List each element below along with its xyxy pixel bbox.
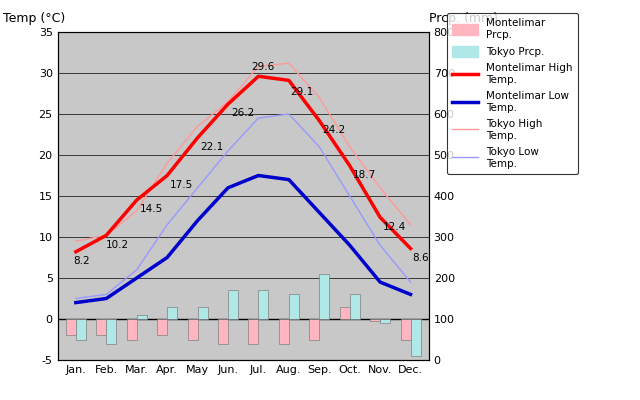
Bar xyxy=(188,319,198,340)
Bar xyxy=(319,274,330,319)
Bar xyxy=(279,319,289,344)
Bar xyxy=(96,319,106,335)
Bar xyxy=(259,290,268,319)
Bar xyxy=(106,319,116,344)
Text: 18.7: 18.7 xyxy=(353,170,376,180)
Text: 8.2: 8.2 xyxy=(73,256,90,266)
Bar xyxy=(410,319,420,356)
Bar xyxy=(137,315,147,319)
Bar xyxy=(66,319,76,335)
Bar xyxy=(198,307,207,319)
Text: 26.2: 26.2 xyxy=(231,108,254,118)
Bar xyxy=(370,319,380,322)
Bar xyxy=(380,319,390,323)
Text: 12.4: 12.4 xyxy=(383,222,406,232)
Bar xyxy=(309,319,319,340)
Text: 24.2: 24.2 xyxy=(323,125,346,135)
Text: 8.6: 8.6 xyxy=(412,253,429,263)
Bar xyxy=(218,319,228,344)
Text: Prcp. (mm): Prcp. (mm) xyxy=(429,12,498,25)
Text: 29.6: 29.6 xyxy=(251,62,274,72)
Text: 14.5: 14.5 xyxy=(140,204,163,214)
Bar xyxy=(340,307,349,319)
Bar xyxy=(401,319,410,340)
Bar xyxy=(349,294,360,319)
Text: 17.5: 17.5 xyxy=(170,180,193,190)
Bar xyxy=(289,294,299,319)
Legend: Montelimar
Prcp., Tokyo Prcp., Montelimar High
Temp., Montelimar Low
Temp., Toky: Montelimar Prcp., Tokyo Prcp., Montelima… xyxy=(447,13,578,174)
Text: Temp (°C): Temp (°C) xyxy=(3,12,65,25)
Bar xyxy=(157,319,167,335)
Bar xyxy=(248,319,259,344)
Bar xyxy=(127,319,137,340)
Bar xyxy=(228,290,238,319)
Bar xyxy=(76,319,86,340)
Text: 10.2: 10.2 xyxy=(106,240,129,250)
Text: 22.1: 22.1 xyxy=(200,142,224,152)
Text: 29.1: 29.1 xyxy=(291,87,314,97)
Bar xyxy=(167,307,177,319)
